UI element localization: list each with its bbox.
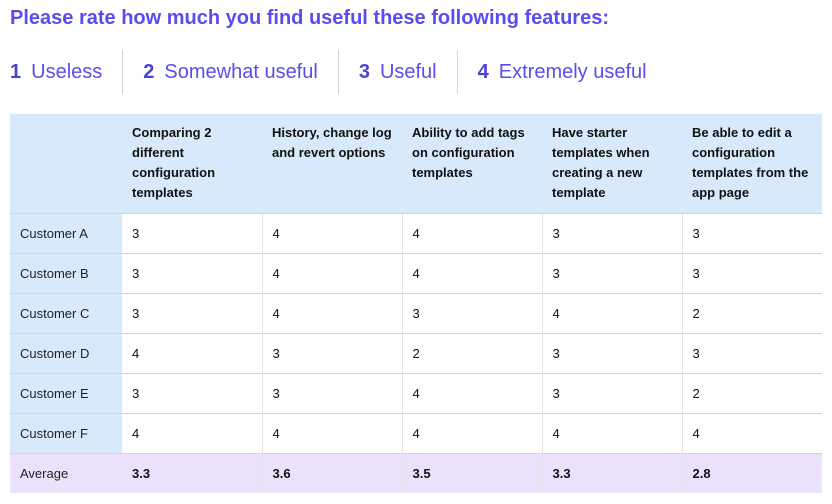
scale-item-4: 4 Extremely useful [458, 50, 667, 94]
rating-cell: 4 [401, 253, 542, 294]
rating-cell: 3 [122, 213, 262, 254]
scale-item-2: 2 Somewhat useful [123, 50, 339, 94]
row-label: Customer A [10, 213, 122, 254]
feature-header: Have starter templates when creating a n… [542, 114, 682, 214]
rating-cell: 2 [681, 373, 822, 414]
ratings-table: Comparing 2 different configuration temp… [10, 114, 822, 493]
average-row: Average 3.3 3.6 3.5 3.3 2.8 [10, 453, 822, 493]
rating-cell: 4 [122, 333, 262, 374]
feature-header: Comparing 2 different configuration temp… [122, 114, 262, 214]
rating-cell: 3 [541, 333, 682, 374]
row-label: Customer D [10, 333, 122, 374]
table-row: Customer B 3 4 4 3 3 [10, 253, 822, 294]
scale-number: 2 [143, 60, 155, 83]
rating-cell: 4 [681, 413, 822, 454]
table-row: Customer E 3 3 4 3 2 [10, 373, 822, 414]
rating-cell: 3 [122, 293, 262, 334]
scale-label: Extremely useful [498, 60, 647, 83]
rating-cell: 4 [401, 413, 542, 454]
rating-cell: 3 [122, 373, 262, 414]
average-cell: 3.3 [122, 453, 262, 493]
scale-label: Useful [379, 60, 437, 83]
rating-cell: 3 [681, 253, 822, 294]
rating-cell: 4 [122, 413, 262, 454]
rating-cell: 4 [261, 413, 402, 454]
rating-cell: 3 [541, 373, 682, 414]
rating-cell: 4 [261, 213, 402, 254]
feature-header: Be able to edit a configuration template… [682, 114, 822, 214]
average-cell: 3.5 [401, 453, 542, 493]
scale-number: 3 [358, 60, 370, 83]
row-label: Customer E [10, 373, 122, 414]
table-row: Customer D 4 3 2 3 3 [10, 333, 822, 374]
average-label: Average [10, 453, 122, 493]
scale-number: 1 [10, 60, 22, 83]
average-cell: 2.8 [681, 453, 822, 493]
rating-cell: 3 [401, 293, 542, 334]
scale-item-3: 3 Useful [339, 50, 458, 94]
rating-cell: 4 [261, 293, 402, 334]
table-row: Customer F 4 4 4 4 4 [10, 413, 822, 454]
page-title: Please rate how much you find useful the… [10, 7, 609, 29]
row-label: Customer C [10, 293, 122, 334]
rating-cell: 3 [261, 333, 402, 374]
table-row: Customer C 3 4 3 4 2 [10, 293, 822, 334]
row-label: Customer F [10, 413, 122, 454]
rating-cell: 2 [681, 293, 822, 334]
feature-header: History, change log and revert options [262, 114, 402, 214]
rating-cell: 4 [541, 293, 682, 334]
rating-cell: 2 [401, 333, 542, 374]
scale-number: 4 [477, 60, 489, 83]
rating-scale-legend: 1 Useless 2 Somewhat useful 3 Useful 4 E… [0, 50, 667, 94]
rating-cell: 3 [681, 333, 822, 374]
rating-cell: 4 [401, 213, 542, 254]
corner-header [10, 114, 122, 214]
average-cell: 3.3 [541, 453, 682, 493]
feature-header: Ability to add tags on configuration tem… [402, 114, 542, 214]
rating-cell: 4 [261, 253, 402, 294]
scale-item-1: 1 Useless [0, 50, 124, 94]
ratings-table-container: Comparing 2 different configuration temp… [10, 114, 822, 493]
table-row: Customer A 3 4 4 3 3 [10, 213, 822, 254]
rating-cell: 4 [401, 373, 542, 414]
rating-cell: 3 [681, 213, 822, 254]
rating-cell: 3 [122, 253, 262, 294]
rating-cell: 3 [541, 253, 682, 294]
scale-label: Useless [31, 60, 103, 83]
scale-label: Somewhat useful [164, 60, 318, 83]
row-label: Customer B [10, 253, 122, 294]
rating-cell: 3 [541, 213, 682, 254]
rating-cell: 3 [261, 373, 402, 414]
table-header-row: Comparing 2 different configuration temp… [10, 114, 822, 214]
rating-cell: 4 [541, 413, 682, 454]
average-cell: 3.6 [261, 453, 402, 493]
